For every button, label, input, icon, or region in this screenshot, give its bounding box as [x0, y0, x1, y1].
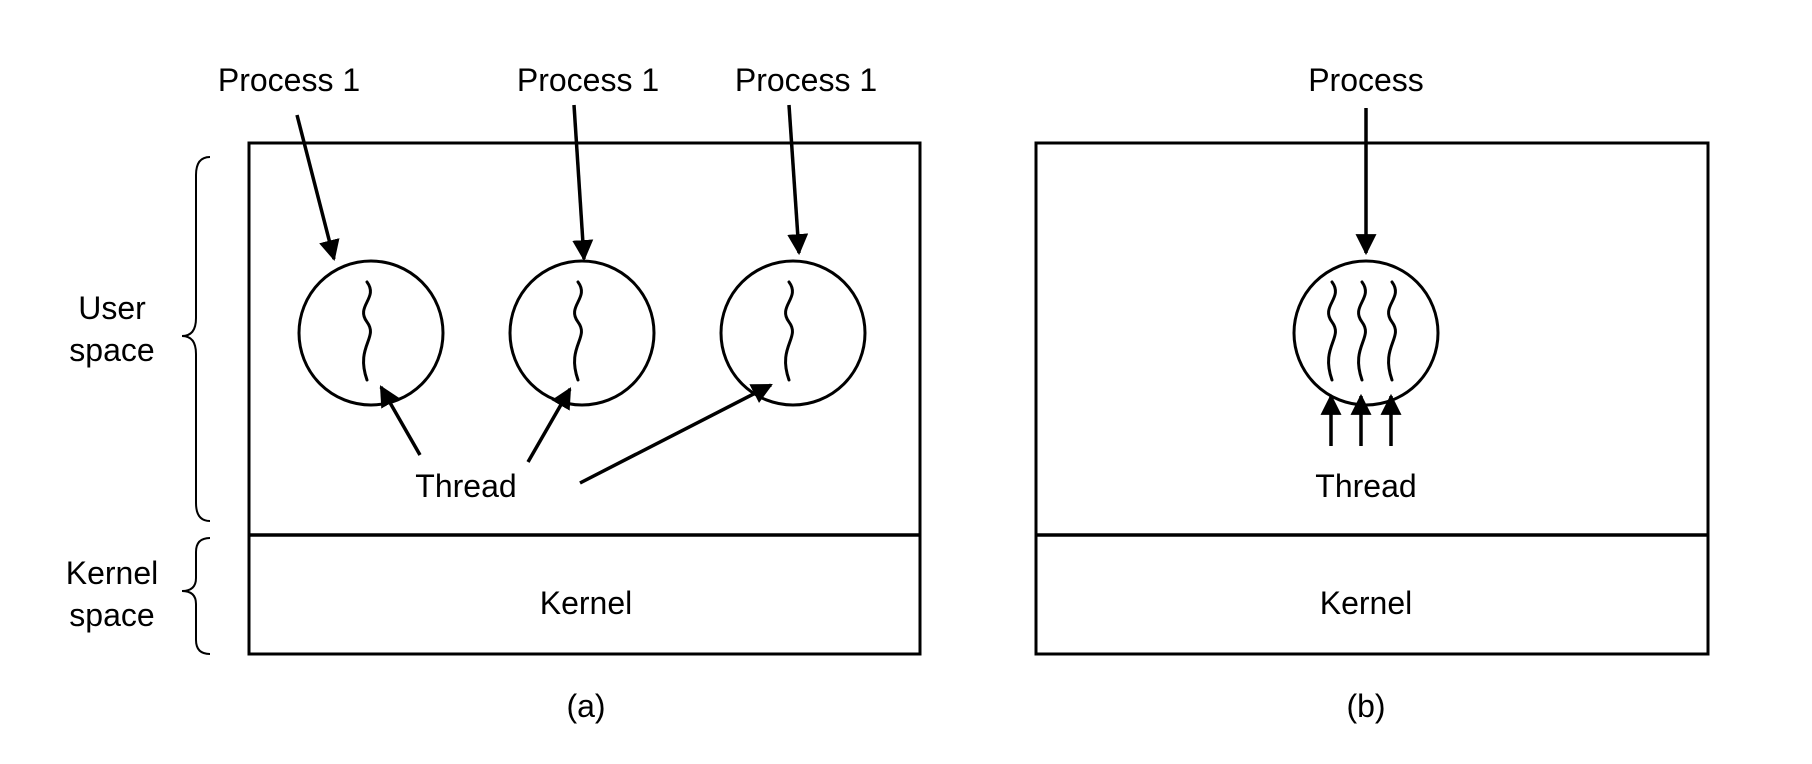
panel-a-thread-label: Thread: [415, 468, 516, 504]
panel-a: Process 1 Process 1 Process 1 Thread Ker…: [218, 62, 922, 724]
process-label-3: Process 1: [735, 62, 877, 98]
thread-squiggle-1: [362, 280, 372, 382]
process-arrow-1: [295, 114, 340, 262]
user-space-brace: [181, 156, 211, 522]
user-space-label-group: User space: [69, 156, 211, 522]
thread-arrow-1: [379, 385, 422, 456]
process-label-1: Process 1: [218, 62, 360, 98]
panel-a-outer-box: [247, 141, 922, 656]
panel-b-thread-label: Thread: [1315, 468, 1416, 504]
panel-a-kernel-label: Kernel: [540, 585, 633, 621]
thread-arrow-2: [526, 387, 572, 463]
panel-b-caption: (b): [1346, 688, 1385, 724]
panel-b-thread-squiggle-2: [1357, 280, 1367, 382]
thread-squiggle-3: [784, 280, 794, 382]
panel-b-process-label: Process: [1308, 62, 1424, 98]
kernel-space-label-line2: space: [69, 597, 154, 633]
kernel-space-brace: [181, 537, 211, 655]
panel-b-thread-squiggle-1: [1327, 280, 1337, 382]
thread-arrow-3: [579, 383, 773, 485]
user-space-label-line1: User: [78, 290, 146, 326]
panel-b: Process Thread Kernel (b): [1034, 62, 1710, 724]
process-arrow-3: [787, 104, 809, 256]
user-space-label-line2: space: [69, 332, 154, 368]
kernel-space-label-group: Kernel space: [66, 537, 211, 655]
process-arrow-2: [572, 104, 594, 262]
panel-a-caption: (a): [566, 688, 605, 724]
kernel-space-label-line1: Kernel: [66, 555, 159, 591]
process-label-2: Process 1: [517, 62, 659, 98]
panel-b-kernel-label: Kernel: [1320, 585, 1413, 621]
panel-b-thread-squiggle-3: [1387, 280, 1397, 382]
panel-b-outer-box: [1034, 141, 1710, 656]
thread-squiggle-2: [573, 280, 583, 382]
